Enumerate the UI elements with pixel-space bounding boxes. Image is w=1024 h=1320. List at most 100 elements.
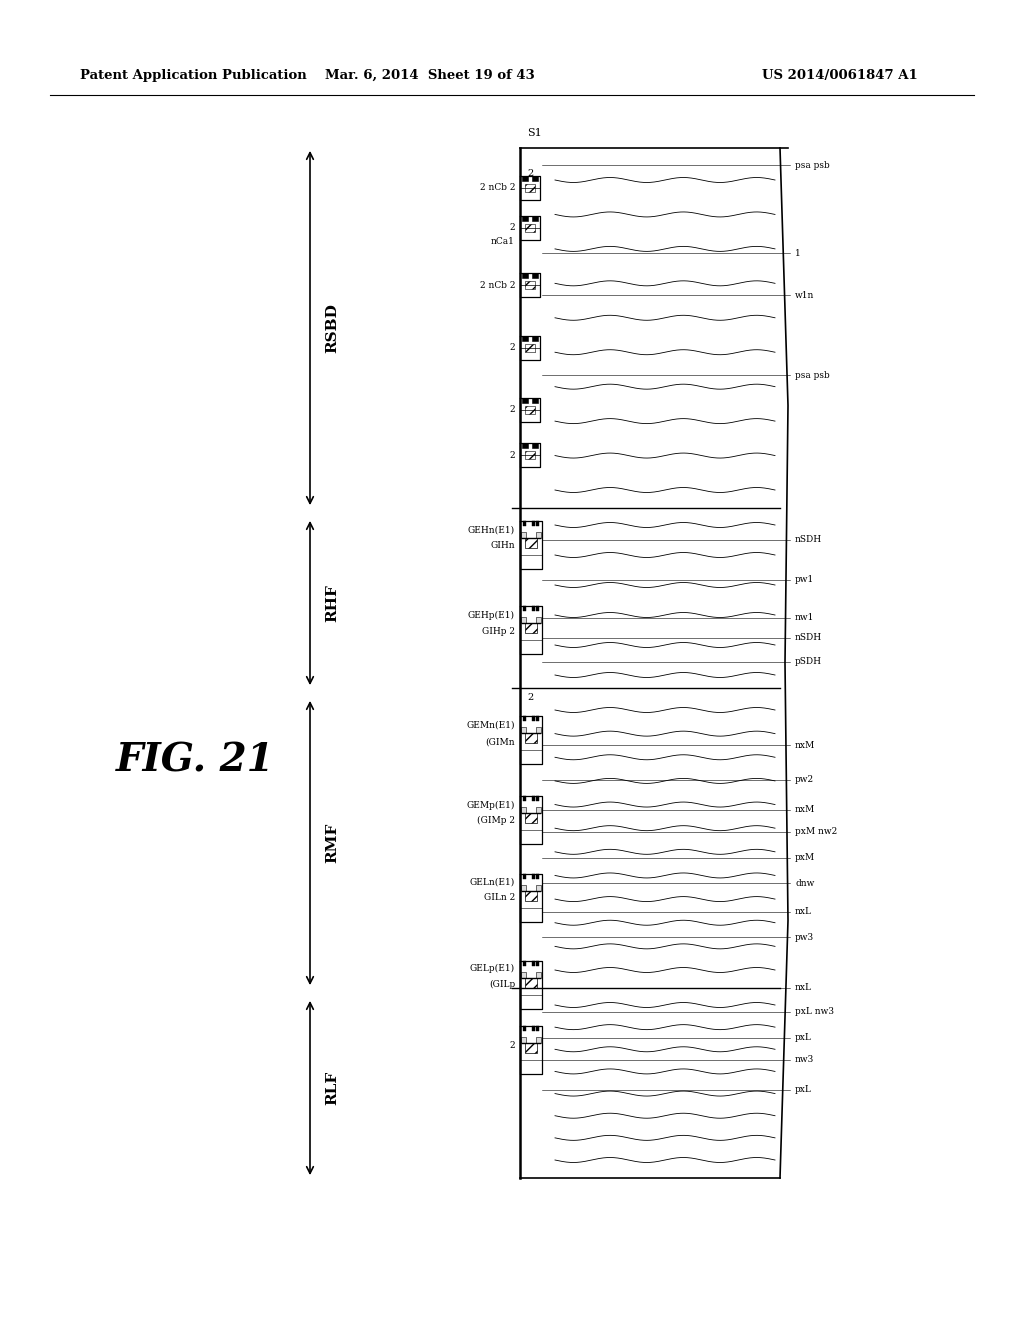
Bar (532, 337, 538, 341)
Text: GEMp(E1): GEMp(E1) (467, 800, 515, 809)
Text: pxM nw2: pxM nw2 (795, 828, 838, 837)
Bar (523, 521, 526, 525)
Text: psa psb: psa psb (795, 161, 829, 169)
Bar (525, 537, 537, 548)
Bar (537, 727, 541, 733)
Bar (532, 399, 538, 403)
Text: GELp(E1): GELp(E1) (470, 964, 515, 973)
Text: RSBD: RSBD (325, 304, 339, 352)
Text: nSDH: nSDH (795, 634, 822, 643)
Bar (523, 715, 526, 721)
Bar (525, 1043, 537, 1053)
Text: pSDH: pSDH (795, 657, 822, 667)
Bar (525, 623, 537, 634)
Bar (521, 727, 526, 733)
Text: FIG. 21: FIG. 21 (116, 741, 274, 779)
Bar (521, 884, 526, 891)
Text: Mar. 6, 2014  Sheet 19 of 43: Mar. 6, 2014 Sheet 19 of 43 (326, 69, 535, 82)
Text: pxL nw3: pxL nw3 (795, 1007, 834, 1016)
Bar (532, 273, 538, 277)
Bar (532, 874, 535, 879)
Bar (522, 337, 528, 341)
Bar (522, 444, 528, 447)
Bar (522, 399, 528, 403)
Text: GELn(E1): GELn(E1) (470, 878, 515, 887)
Text: 2: 2 (509, 223, 515, 232)
Text: 2: 2 (509, 1040, 515, 1049)
Bar (521, 807, 526, 813)
Bar (521, 616, 526, 623)
Bar (521, 532, 526, 537)
Bar (532, 1026, 535, 1031)
Bar (522, 273, 528, 277)
Bar (525, 343, 535, 352)
Text: w1n: w1n (795, 290, 814, 300)
Bar (521, 972, 526, 978)
Text: nxM: nxM (795, 741, 815, 750)
Bar (536, 606, 539, 611)
Bar (537, 532, 541, 537)
Bar (532, 796, 535, 801)
Text: 2: 2 (509, 450, 515, 459)
Text: pxM: pxM (795, 854, 815, 862)
Bar (523, 606, 526, 611)
Bar (525, 405, 535, 414)
Text: nCa1: nCa1 (492, 238, 515, 247)
Text: US 2014/0061847 A1: US 2014/0061847 A1 (762, 69, 918, 82)
Text: nxL: nxL (795, 983, 812, 993)
Bar (532, 444, 538, 447)
Text: 2: 2 (527, 169, 534, 177)
Bar (523, 796, 526, 801)
Bar (537, 807, 541, 813)
Text: pxL: pxL (795, 1085, 812, 1094)
Text: GEHn(E1): GEHn(E1) (468, 525, 515, 535)
Bar (536, 521, 539, 525)
Text: S1: S1 (527, 128, 543, 139)
Bar (523, 874, 526, 879)
Bar (525, 451, 535, 459)
Bar (523, 961, 526, 966)
Text: RMF: RMF (325, 822, 339, 863)
Bar (532, 961, 535, 966)
Bar (537, 884, 541, 891)
Bar (532, 521, 535, 525)
Text: 2: 2 (527, 693, 534, 702)
Text: (GILp: (GILp (488, 979, 515, 989)
Bar (525, 891, 537, 902)
Text: 2: 2 (509, 343, 515, 352)
Bar (536, 961, 539, 966)
Bar (525, 183, 535, 193)
Bar (532, 715, 535, 721)
Text: RLF: RLF (325, 1071, 339, 1105)
Text: 1: 1 (795, 248, 801, 257)
Bar (525, 733, 537, 743)
Bar (532, 176, 538, 181)
Text: GIHn: GIHn (490, 540, 515, 549)
Text: 2: 2 (509, 405, 515, 414)
Bar (523, 1026, 526, 1031)
Bar (532, 216, 538, 220)
Bar (525, 224, 535, 232)
Bar (525, 281, 535, 289)
Bar (525, 978, 537, 989)
Text: 2 nCb 2: 2 nCb 2 (479, 281, 515, 289)
Text: (GIMp 2: (GIMp 2 (477, 816, 515, 825)
Bar (522, 176, 528, 181)
Bar (536, 1026, 539, 1031)
Text: pxL: pxL (795, 1034, 812, 1043)
Bar (537, 616, 541, 623)
Text: GEHp(E1): GEHp(E1) (468, 610, 515, 619)
Bar (525, 813, 537, 824)
Bar (536, 715, 539, 721)
Bar (537, 972, 541, 978)
Bar (522, 216, 528, 220)
Text: Patent Application Publication: Patent Application Publication (80, 69, 307, 82)
Bar (532, 606, 535, 611)
Bar (536, 874, 539, 879)
Text: pw3: pw3 (795, 932, 814, 941)
Bar (537, 1038, 541, 1043)
Text: nSDH: nSDH (795, 536, 822, 544)
Text: nxM: nxM (795, 805, 815, 814)
Text: (GIMn: (GIMn (485, 738, 515, 747)
Bar (521, 1038, 526, 1043)
